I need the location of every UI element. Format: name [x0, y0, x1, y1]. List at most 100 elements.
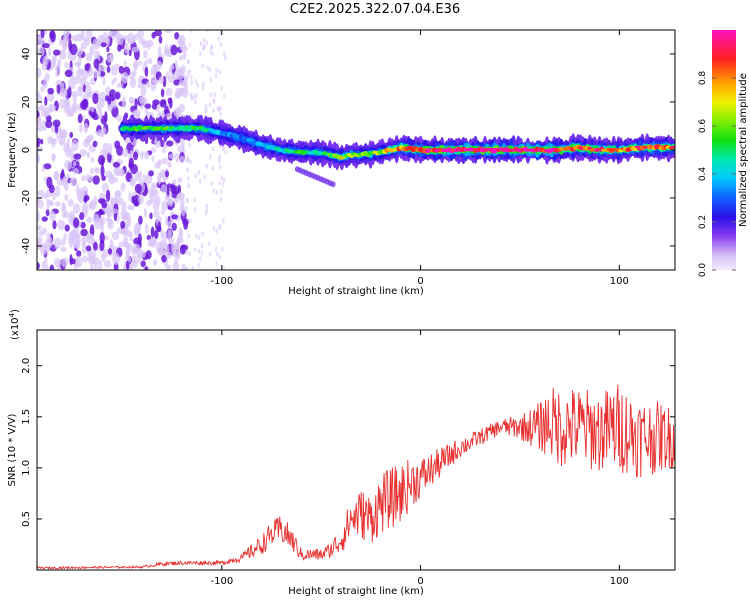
spectrogram-noise-speck — [106, 46, 110, 53]
spectrogram-noise-speck — [152, 79, 159, 84]
spectrogram-noise-speck — [82, 115, 86, 123]
spectrogram-noise-speck — [167, 220, 172, 229]
spectrogram-noise-speck — [100, 42, 107, 48]
colorbar-tick-label: 0.0 — [698, 263, 708, 278]
figure-title: C2E2.2025.322.07.04.E36 — [289, 2, 461, 17]
spectrogram-noise-speck — [83, 98, 89, 109]
spectrogram-noise-speck — [86, 216, 93, 223]
spectrogram-noise-speck — [187, 176, 190, 181]
spectrogram-noise-speck — [37, 35, 42, 46]
spectrogram-noise-speck — [53, 49, 61, 56]
spectrogram-noise-speck — [165, 71, 170, 80]
spectrogram-noise-speck — [199, 51, 202, 56]
spectrogram-noise-speck — [133, 151, 139, 161]
spectrogram-noise-speck — [218, 154, 221, 160]
spectrogram-noise-speck — [99, 148, 108, 156]
snr-x-axis-label: Height of straight line (km) — [288, 586, 424, 597]
spectrogram-noise-speck — [210, 44, 213, 50]
spectrogram-y-tick-label: 20 — [21, 96, 32, 109]
spectrogram-noise-speck — [215, 67, 218, 73]
spectrogram-noise-speck — [60, 88, 68, 98]
spectrogram-noise-speck — [68, 78, 76, 90]
spectrogram-noise-speck — [131, 46, 140, 53]
spectrogram-noise-speck — [110, 67, 118, 76]
spectrogram-noise-speck — [190, 30, 193, 34]
spectrogram-noise-speck — [65, 97, 70, 109]
spectrogram-noise-speck — [67, 198, 74, 207]
spectrogram-noise-speck — [117, 44, 122, 52]
spectrogram-noise-speck — [195, 92, 198, 98]
spectrogram-noise-speck — [144, 66, 149, 77]
spectrogram-noise-speck — [152, 259, 158, 266]
spectrogram-noise-speck — [147, 42, 151, 51]
spectrogram-noise-speck — [138, 177, 142, 186]
spectrogram-noise-speck — [97, 108, 103, 120]
spectrogram-noise-speck — [185, 266, 189, 270]
spectrogram-x-tick-label: -100 — [210, 276, 233, 287]
spectrogram-noise-speck — [81, 202, 89, 215]
spectrogram-noise-speck — [208, 67, 212, 73]
spectrogram-noise-speck — [42, 43, 50, 49]
spectrogram-noise-speck — [188, 42, 192, 48]
spectrogram-noise-speck — [197, 235, 201, 241]
spectrogram-noise-speck — [82, 186, 88, 196]
spectrogram-noise-speck — [125, 254, 132, 264]
spectrogram-noise-speck — [157, 221, 161, 232]
spectrogram-noise-speck — [47, 237, 53, 248]
spectrogram-noise-speck — [178, 79, 186, 86]
spectrogram-noise-speck — [37, 236, 43, 247]
spectrogram-noise-speck — [44, 106, 51, 117]
spectrogram-noise-speck — [127, 39, 135, 45]
spectrogram-noise-speck — [202, 37, 206, 43]
spectrogram-noise-speck — [76, 48, 84, 56]
spectrogram-noise-speck — [185, 197, 189, 203]
spectrogram-noise-speck — [140, 104, 144, 110]
spectrogram-noise-speck — [71, 103, 76, 111]
spectrogram-noise-speck — [37, 94, 43, 103]
spectrogram-noise-speck — [102, 248, 109, 258]
spectrogram-noise-speck — [222, 177, 226, 183]
spectrogram-noise-speck — [112, 161, 120, 168]
spectrogram-y-axis-label: Frequency (Hz) — [7, 112, 18, 188]
spectrogram-noise-speck — [186, 167, 189, 173]
spectrogram-noise-speck — [167, 97, 172, 105]
spectrogram-noise-speck — [160, 208, 165, 215]
spectrogram-noise-speck — [164, 215, 169, 226]
spectrogram-noise-speck — [144, 103, 152, 109]
spectrogram-noise-speck — [71, 139, 79, 152]
spectrogram-noise-speck — [154, 229, 159, 239]
spectrogram-noise-speck — [45, 209, 50, 217]
spectrogram-noise-speck — [199, 178, 202, 184]
spectrogram-noise-speck — [164, 194, 171, 201]
spectrogram-noise-speck — [105, 189, 111, 202]
spectrogram-noise-speck — [128, 96, 135, 104]
spectrogram-noise-speck — [72, 92, 77, 104]
spectrogram-noise-speck — [177, 192, 185, 201]
spectrogram-noise-speck — [209, 154, 212, 160]
spectrogram-noise-speck — [86, 135, 92, 143]
spectrogram-noise-speck — [168, 237, 174, 245]
spectrogram-noise-speck — [100, 165, 105, 177]
spectrogram-noise-speck — [207, 241, 211, 247]
spectrogram-noise-speck — [177, 145, 185, 153]
spectrogram-noise-speck — [219, 188, 223, 194]
spectrogram-noise-speck — [193, 197, 196, 203]
spectrogram-noise-speck — [182, 50, 187, 60]
spectrogram-noise-speck — [64, 224, 70, 232]
snr-frame — [36, 329, 676, 571]
spectrogram-noise-speck — [188, 251, 191, 257]
spectrogram-noise-speck — [73, 203, 80, 214]
spectrogram-noise-speck — [211, 146, 215, 152]
spectrogram-noise-speck — [180, 45, 189, 52]
spectrogram-noise-speck — [93, 262, 98, 270]
spectrogram-noise-speck — [217, 36, 220, 42]
spectrogram-noise-speck — [194, 79, 198, 85]
spectrogram-noise-speck — [93, 58, 100, 69]
spectrogram-noise-speck — [155, 60, 162, 70]
spectrogram-noise-speck — [90, 157, 95, 163]
spectrogram-noise-speck — [187, 59, 190, 65]
spectrogram-noise-speck — [191, 265, 194, 270]
spectrogram-noise-speck — [46, 115, 52, 122]
spectrogram-noise-speck — [177, 177, 183, 184]
spectrogram-noise-speck — [190, 80, 193, 86]
